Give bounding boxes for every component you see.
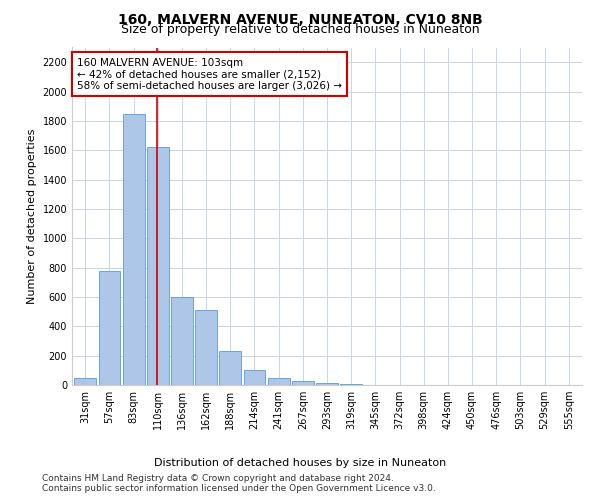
Bar [340, 384, 362, 385]
Y-axis label: Number of detached properties: Number of detached properties [27, 128, 37, 304]
Bar [220, 351, 241, 385]
Text: Contains HM Land Registry data © Crown copyright and database right 2024.: Contains HM Land Registry data © Crown c… [42, 474, 394, 483]
Bar [292, 380, 314, 385]
Bar [171, 297, 193, 385]
Text: Distribution of detached houses by size in Nuneaton: Distribution of detached houses by size … [154, 458, 446, 468]
Text: Size of property relative to detached houses in Nuneaton: Size of property relative to detached ho… [121, 22, 479, 36]
Text: 160 MALVERN AVENUE: 103sqm
← 42% of detached houses are smaller (2,152)
58% of s: 160 MALVERN AVENUE: 103sqm ← 42% of deta… [77, 58, 342, 91]
Bar [244, 370, 265, 385]
Bar [316, 383, 338, 385]
Bar [147, 146, 169, 385]
Text: 160, MALVERN AVENUE, NUNEATON, CV10 8NB: 160, MALVERN AVENUE, NUNEATON, CV10 8NB [118, 12, 482, 26]
Bar [98, 272, 121, 385]
Bar [268, 378, 290, 385]
Bar [123, 114, 145, 385]
Bar [74, 378, 96, 385]
Bar [195, 310, 217, 385]
Text: Contains public sector information licensed under the Open Government Licence v3: Contains public sector information licen… [42, 484, 436, 493]
